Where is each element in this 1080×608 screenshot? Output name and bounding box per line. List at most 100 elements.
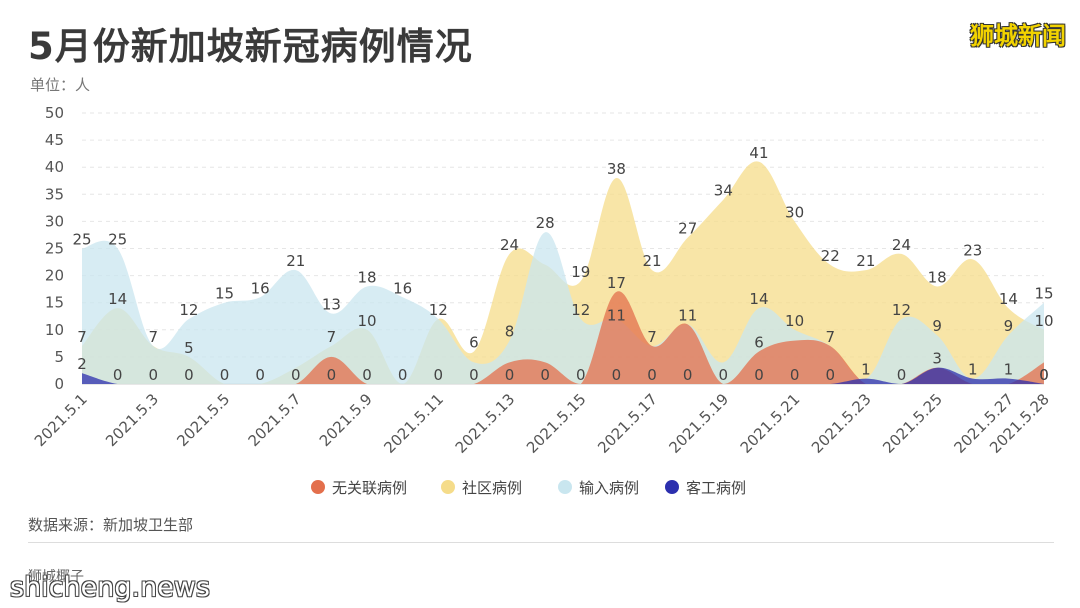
x-tick-label: 2021.5.15: [523, 390, 590, 457]
legend-marker: [441, 480, 455, 494]
data-label: 19: [571, 263, 590, 281]
x-tick-label: 2021.5.19: [665, 390, 732, 457]
legend-marker: [558, 480, 572, 494]
author: 狮城椰子: [28, 569, 84, 585]
data-label: 0: [291, 366, 301, 384]
x-tick-label: 2021.5.7: [245, 390, 305, 450]
data-label: 0: [825, 366, 835, 384]
data-label: 14: [108, 290, 127, 308]
data-label: 21: [856, 252, 875, 270]
page-title: 5月份新加坡新冠病例情况: [28, 25, 473, 68]
y-tick-label: 45: [45, 131, 64, 149]
series-area: [82, 161, 1044, 384]
data-label: 14: [999, 290, 1018, 308]
data-label: 13: [322, 296, 341, 314]
data-label: 0: [576, 366, 586, 384]
data-label: 0: [1039, 366, 1049, 384]
data-label: 0: [434, 366, 444, 384]
data-label: 0: [505, 366, 515, 384]
watermark: shicheng.news: [10, 572, 210, 603]
legend-label: 无关联病例: [332, 479, 407, 497]
legend-label: 客工病例: [686, 479, 746, 497]
data-label: 11: [607, 306, 626, 324]
x-tick-label: 2021.5.17: [594, 390, 661, 457]
data-label: 7: [77, 328, 87, 346]
data-label: 41: [749, 144, 768, 162]
y-tick-label: 30: [45, 212, 64, 230]
data-label: 23: [963, 241, 982, 259]
data-label: 11: [678, 306, 697, 324]
x-tick-label: 2021.5.25: [879, 390, 946, 457]
data-label: 24: [892, 236, 911, 254]
x-tick-label: 2021.5.3: [102, 390, 162, 450]
data-label: 0: [220, 366, 230, 384]
data-label: 30: [785, 203, 804, 221]
y-tick-label: 0: [54, 375, 64, 393]
data-label: 0: [897, 366, 907, 384]
data-label: 24: [500, 236, 519, 254]
x-tick-label: 2021.5.5: [173, 390, 233, 450]
data-label: 21: [286, 252, 305, 270]
data-label: 0: [1039, 366, 1049, 384]
brand-logo: 狮城新闻: [970, 22, 1066, 50]
x-tick-label: 2021.5.1: [31, 390, 91, 450]
y-tick-label: 15: [45, 294, 64, 312]
x-tick-label: 2021.5.13: [452, 390, 519, 457]
data-label: 27: [678, 220, 697, 238]
unit-label: 单位：人: [30, 76, 91, 94]
data-label: 7: [327, 328, 337, 346]
x-tick-label: 2021.5.11: [380, 390, 447, 457]
data-label: 0: [113, 366, 123, 384]
data-label: 9: [932, 317, 942, 335]
data-label: 6: [469, 333, 479, 351]
legend-marker: [311, 480, 325, 494]
data-label: 38: [607, 160, 626, 178]
series-area: [82, 291, 1044, 384]
data-label: 10: [1034, 312, 1053, 330]
data-label: 0: [754, 366, 764, 384]
data-label: 25: [72, 231, 91, 249]
y-tick-label: 40: [45, 158, 64, 176]
data-source: 数据来源：新加坡卫生部: [28, 516, 194, 534]
data-label: 5: [184, 339, 194, 357]
data-label: 16: [251, 279, 270, 297]
data-label: 0: [612, 366, 622, 384]
data-label: 1: [968, 361, 978, 379]
data-label: 7: [825, 328, 835, 346]
data-label: 0: [683, 366, 693, 384]
y-tick-label: 5: [54, 348, 64, 366]
y-tick-label: 35: [45, 185, 64, 203]
y-tick-label: 25: [45, 240, 64, 258]
data-label: 0: [184, 366, 194, 384]
data-label: 10: [357, 312, 376, 330]
data-label: 12: [571, 301, 590, 319]
series-area: [82, 367, 1044, 384]
data-label: 14: [749, 290, 768, 308]
data-label: 0: [647, 366, 657, 384]
data-label: 0: [255, 366, 265, 384]
data-label: 0: [469, 366, 479, 384]
data-label: 22: [821, 247, 840, 265]
data-label: 21: [643, 252, 662, 270]
data-label: 7: [647, 328, 657, 346]
data-label: 10: [785, 312, 804, 330]
data-label: 1: [861, 361, 871, 379]
data-label: 12: [892, 301, 911, 319]
data-label: 16: [393, 279, 412, 297]
x-tick-label: 2021.5.21: [737, 390, 804, 457]
data-label: 18: [928, 268, 947, 286]
chart: 0510152025303540455025722514070125015016…: [31, 104, 1054, 497]
data-label: 0: [790, 366, 800, 384]
data-label: 8: [505, 323, 515, 341]
y-tick-label: 10: [45, 321, 64, 339]
legend-label: 输入病例: [579, 479, 639, 497]
data-label: 6: [754, 333, 764, 351]
x-tick-label: 2021.5.9: [316, 390, 376, 450]
data-label: 1: [1004, 361, 1014, 379]
data-label: 28: [536, 214, 555, 232]
data-label: 12: [429, 301, 448, 319]
data-label: 2: [77, 355, 87, 373]
data-label: 12: [179, 301, 198, 319]
data-label: 17: [607, 274, 626, 292]
data-label: 3: [932, 350, 942, 368]
